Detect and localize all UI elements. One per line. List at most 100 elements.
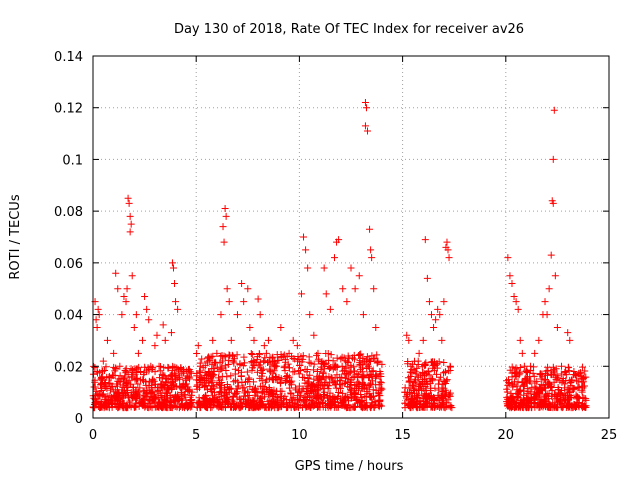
data-point: [153, 331, 161, 339]
data-point: [405, 336, 413, 344]
data-point: [370, 285, 378, 293]
data-point-dense: [282, 404, 290, 412]
data-point: [362, 104, 370, 112]
data-point: [285, 398, 293, 406]
data-point-dense: [353, 397, 361, 405]
data-point: [93, 367, 101, 375]
data-point-dense: [518, 400, 526, 408]
data-point-dense: [125, 399, 133, 407]
data-point-dense: [378, 360, 386, 368]
data-point-dense: [218, 372, 226, 380]
data-point-dense: [202, 381, 210, 389]
data-point-dense: [296, 367, 304, 375]
data-point: [171, 280, 179, 288]
data-point-dense: [218, 392, 226, 400]
data-point: [110, 349, 118, 357]
data-point-dense: [341, 380, 349, 388]
data-point: [444, 246, 452, 254]
data-point-dense: [314, 376, 322, 384]
data-point: [564, 329, 572, 337]
data-point-dense: [198, 374, 206, 382]
data-point-dense: [433, 360, 441, 368]
data-point-dense: [439, 388, 447, 396]
data-point-dense: [185, 365, 192, 373]
data-point: [541, 298, 549, 306]
data-point-dense: [187, 400, 195, 408]
data-point-dense: [218, 351, 226, 359]
data-point: [132, 311, 140, 319]
data-point: [553, 324, 561, 331]
data-point: [196, 362, 204, 370]
data-point-dense: [339, 389, 347, 397]
data-point-dense: [265, 403, 273, 411]
data-point-dense: [292, 386, 300, 394]
data-point-dense: [272, 375, 280, 383]
data-point-dense: [259, 365, 267, 373]
data-point-dense: [508, 397, 516, 405]
data-point-dense: [534, 389, 542, 397]
data-point: [139, 336, 147, 344]
data-point: [550, 106, 558, 114]
data-point-dense: [232, 376, 240, 384]
data-point-dense: [356, 360, 364, 368]
data-point-dense: [565, 367, 573, 375]
data-point-dense: [418, 403, 426, 411]
data-point-dense: [404, 374, 412, 382]
data-point-dense: [442, 380, 450, 388]
data-point-dense: [198, 355, 206, 363]
data-point-dense: [360, 380, 368, 388]
data-point: [518, 349, 526, 357]
data-point-dense: [579, 394, 587, 402]
data-point: [434, 305, 442, 313]
data-point: [436, 311, 444, 319]
data-point-dense: [266, 375, 274, 383]
data-point-dense: [336, 373, 344, 381]
data-point-dense: [268, 392, 276, 400]
data-point: [256, 311, 264, 319]
data-point-dense: [126, 397, 134, 405]
y-tick-label: 0.14: [54, 50, 83, 65]
data-point-dense: [377, 372, 385, 380]
data-point-dense: [326, 378, 334, 386]
data-point-dense: [97, 404, 105, 412]
data-point-dense: [288, 377, 296, 385]
data-point-dense: [308, 382, 316, 390]
data-point: [403, 331, 411, 339]
data-point-dense: [302, 402, 310, 410]
data-point-dense: [330, 379, 338, 387]
data-point: [359, 311, 367, 319]
data-point-dense: [322, 349, 330, 357]
data-point-dense: [359, 381, 367, 389]
data-point-dense: [550, 378, 558, 386]
data-point-dense: [206, 385, 214, 393]
data-point-dense: [440, 358, 448, 366]
data-point-dense: [422, 399, 430, 407]
data-point-dense: [208, 377, 216, 385]
data-point-dense: [159, 372, 167, 380]
data-point: [514, 305, 522, 313]
data-point-dense: [343, 358, 351, 366]
data-point-dense: [236, 361, 244, 369]
data-point: [535, 336, 543, 344]
data-point-dense: [171, 393, 179, 401]
data-point-dense: [164, 375, 172, 383]
data-point: [281, 362, 289, 370]
data-point-dense: [116, 392, 124, 400]
data-point-dense: [375, 381, 383, 389]
data-point: [264, 391, 272, 399]
data-point: [376, 367, 384, 375]
data-point: [127, 220, 135, 228]
data-point-dense: [578, 378, 586, 386]
data-point: [143, 305, 151, 313]
data-point-dense: [107, 383, 115, 391]
data-point: [549, 199, 557, 207]
data-point: [220, 238, 228, 246]
data-point-dense: [552, 365, 560, 373]
data-point: [430, 324, 438, 331]
data-point-dense: [324, 403, 332, 411]
data-point-dense: [336, 380, 344, 388]
data-point-dense: [277, 392, 285, 400]
data-point-dense: [249, 364, 257, 372]
data-point-dense: [327, 351, 335, 359]
data-point-dense: [539, 386, 547, 394]
